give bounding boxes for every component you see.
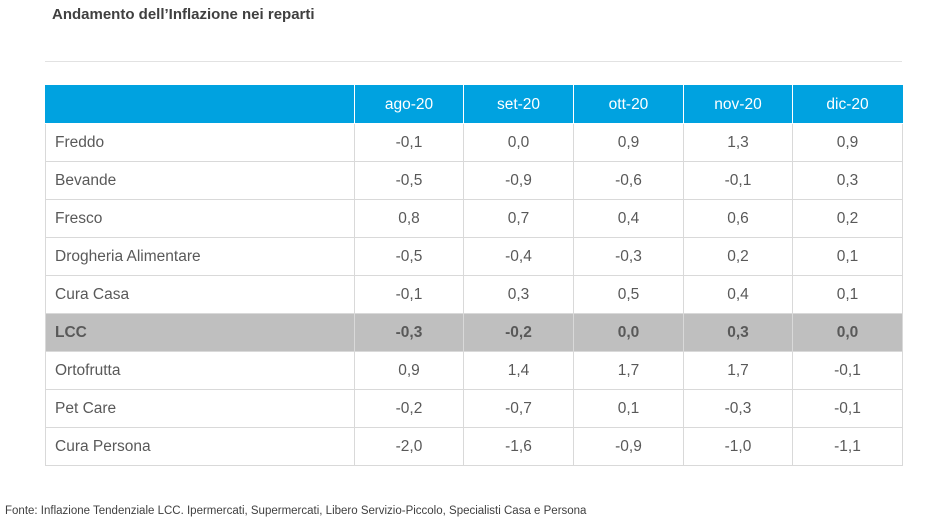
- value-cell: 0,6: [683, 199, 793, 238]
- row-label: Freddo: [45, 123, 355, 162]
- row-label: Drogheria Alimentare: [45, 237, 355, 276]
- row-label: LCC: [45, 313, 355, 352]
- source-note: Fonte: Inflazione Tendenziale LCC. Iperm…: [5, 505, 587, 517]
- value-cell: 0,3: [683, 313, 793, 352]
- header-cell-month: ott-20: [573, 85, 684, 124]
- value-cell: -0,1: [354, 275, 464, 314]
- value-cell: 0,5: [573, 275, 684, 314]
- value-cell: -1,0: [683, 427, 793, 466]
- value-cell: -0,5: [354, 237, 464, 276]
- value-cell: -0,6: [573, 161, 684, 200]
- value-cell: 0,8: [354, 199, 464, 238]
- row-label: Cura Persona: [45, 427, 355, 466]
- title-divider: [45, 61, 902, 62]
- value-cell: 0,3: [463, 275, 574, 314]
- table-row: Pet Care -0,2 -0,7 0,1 -0,3 -0,1: [45, 389, 903, 428]
- value-cell: 0,1: [792, 275, 903, 314]
- value-cell: 0,1: [792, 237, 903, 276]
- value-cell: 1,3: [683, 123, 793, 162]
- value-cell: 0,1: [573, 389, 684, 428]
- value-cell: 0,4: [573, 199, 684, 238]
- value-cell: 0,0: [573, 313, 684, 352]
- table-row: Freddo -0,1 0,0 0,9 1,3 0,9: [45, 123, 903, 162]
- value-cell: -1,1: [792, 427, 903, 466]
- value-cell: 0,7: [463, 199, 574, 238]
- value-cell: -0,9: [463, 161, 574, 200]
- value-cell: -0,2: [463, 313, 574, 352]
- value-cell: 0,9: [573, 123, 684, 162]
- inflation-table: ago-20 set-20 ott-20 nov-20 dic-20 Fredd…: [45, 85, 903, 466]
- value-cell: -0,1: [354, 123, 464, 162]
- value-cell: -0,1: [792, 351, 903, 390]
- table-row: Cura Casa -0,1 0,3 0,5 0,4 0,1: [45, 275, 903, 314]
- row-label: Cura Casa: [45, 275, 355, 314]
- row-label: Bevande: [45, 161, 355, 200]
- value-cell: 0,3: [792, 161, 903, 200]
- value-cell: -0,3: [354, 313, 464, 352]
- value-cell: -0,3: [683, 389, 793, 428]
- value-cell: -0,1: [683, 161, 793, 200]
- table-row: LCC -0,3 -0,2 0,0 0,3 0,0: [45, 313, 903, 352]
- header-cell-month: ago-20: [354, 85, 464, 124]
- table-row: Drogheria Alimentare -0,5 -0,4 -0,3 0,2 0,1: [45, 237, 903, 276]
- row-label: Pet Care: [45, 389, 355, 428]
- value-cell: 0,9: [792, 123, 903, 162]
- value-cell: 0,4: [683, 275, 793, 314]
- value-cell: 0,2: [683, 237, 793, 276]
- table-header-row: ago-20 set-20 ott-20 nov-20 dic-20: [45, 85, 903, 124]
- value-cell: -1,6: [463, 427, 574, 466]
- table-row: Fresco 0,8 0,7 0,4 0,6 0,2: [45, 199, 903, 238]
- page-title: Andamento dell’Inflazione nei reparti: [52, 6, 315, 23]
- value-cell: -2,0: [354, 427, 464, 466]
- value-cell: -0,1: [792, 389, 903, 428]
- header-cell-month: nov-20: [683, 85, 793, 124]
- value-cell: -0,9: [573, 427, 684, 466]
- value-cell: 1,4: [463, 351, 574, 390]
- table-row: Bevande -0,5 -0,9 -0,6 -0,1 0,3: [45, 161, 903, 200]
- value-cell: 1,7: [573, 351, 684, 390]
- value-cell: -0,4: [463, 237, 574, 276]
- table-row: Cura Persona -2,0 -1,6 -0,9 -1,0 -1,1: [45, 427, 903, 466]
- value-cell: -0,5: [354, 161, 464, 200]
- value-cell: -0,3: [573, 237, 684, 276]
- value-cell: -0,7: [463, 389, 574, 428]
- value-cell: 0,0: [792, 313, 903, 352]
- value-cell: 0,9: [354, 351, 464, 390]
- header-cell-month: set-20: [463, 85, 574, 124]
- table-row: Ortofrutta 0,9 1,4 1,7 1,7 -0,1: [45, 351, 903, 390]
- table-body: Freddo -0,1 0,0 0,9 1,3 0,9 Bevande -0,5 -0,9 -0,…: [45, 123, 903, 466]
- row-label: Fresco: [45, 199, 355, 238]
- value-cell: 0,2: [792, 199, 903, 238]
- header-cell-month: dic-20: [792, 85, 903, 124]
- value-cell: 1,7: [683, 351, 793, 390]
- row-label: Ortofrutta: [45, 351, 355, 390]
- value-cell: -0,2: [354, 389, 464, 428]
- value-cell: 0,0: [463, 123, 574, 162]
- header-cell-label: [45, 85, 355, 124]
